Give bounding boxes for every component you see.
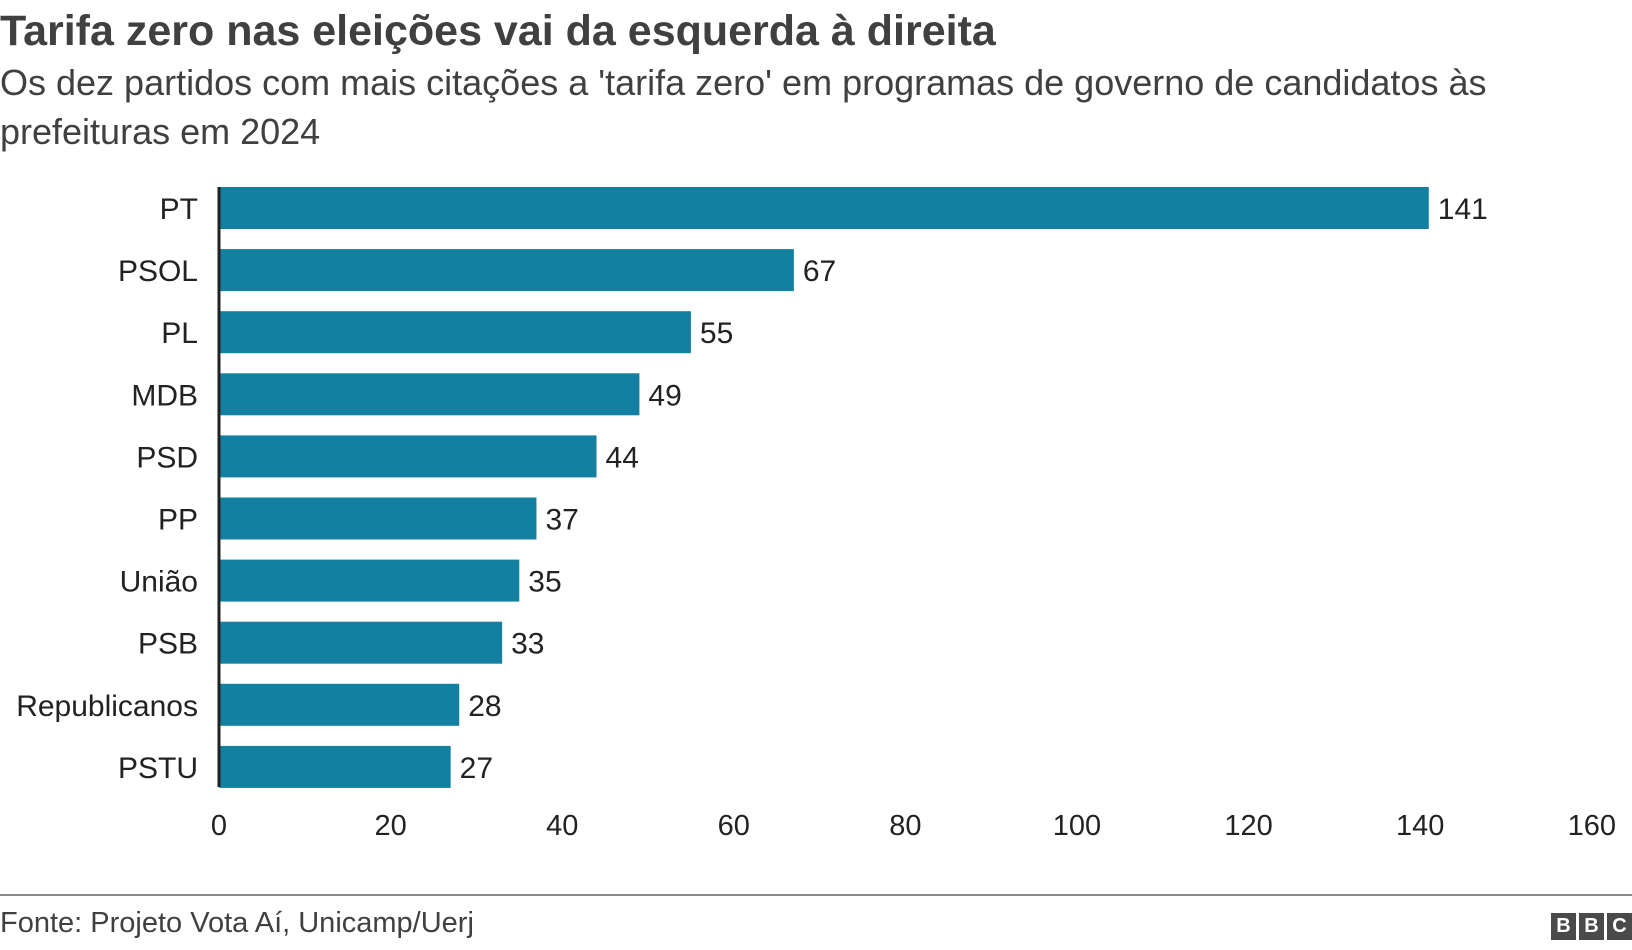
- value-label-pt: 141: [1438, 193, 1488, 226]
- bar-republicanos: [219, 683, 460, 726]
- value-label-mdb: 49: [648, 379, 681, 412]
- x-tick-label-20: 20: [374, 810, 406, 842]
- chart-title: Tarifa zero nas eleições vai da esquerda…: [0, 7, 996, 55]
- bar-psol: [219, 249, 794, 292]
- category-label-psd: PSD: [136, 441, 198, 474]
- x-tick-label-160: 160: [1568, 810, 1616, 842]
- category-label-psb: PSB: [138, 628, 198, 661]
- category-label-uniao: União: [120, 566, 198, 599]
- logo-letter-b2: B: [1579, 913, 1604, 940]
- bar-pt: [219, 187, 1429, 229]
- category-label-pt: PT: [160, 193, 198, 226]
- category-label-pstu: PSTU: [118, 752, 198, 785]
- value-label-psb: 33: [511, 628, 544, 661]
- value-label-pl: 55: [700, 317, 733, 350]
- value-label-pstu: 27: [460, 752, 493, 785]
- bar-chart: PT 141 PSOL 67 PL 55 MDB 49 PSD 44 PP 37 União 35 PSB 3…: [16, 187, 1616, 842]
- chart-subtitle: Os dez partidos com mais citações a 'tar…: [0, 62, 1487, 152]
- bar-mdb: [219, 373, 640, 416]
- bar-pl: [219, 311, 691, 354]
- logo-letter-b1: B: [1551, 913, 1576, 940]
- logo-letter-c: C: [1607, 913, 1632, 940]
- x-tick-label-140: 140: [1396, 810, 1444, 842]
- footer-divider: [0, 894, 1632, 896]
- x-tick-label-120: 120: [1224, 810, 1272, 842]
- value-label-uniao: 35: [528, 566, 561, 599]
- bar-pstu: [219, 745, 451, 788]
- category-label-pl: PL: [161, 317, 198, 350]
- bbc-logo: B B C: [1551, 913, 1632, 940]
- source-note: Fonte: Projeto Vota Aí, Unicamp/Uerj: [0, 907, 474, 939]
- value-label-psol: 67: [803, 255, 836, 288]
- value-label-psd: 44: [606, 441, 639, 474]
- x-tick-label-80: 80: [889, 810, 921, 842]
- bar-uniao: [219, 559, 520, 602]
- x-tick-label-60: 60: [718, 810, 750, 842]
- value-label-republicanos: 28: [468, 690, 501, 723]
- value-label-pp: 37: [545, 504, 578, 537]
- bar-psb: [219, 621, 503, 664]
- bar-psd: [219, 435, 597, 478]
- category-label-republicanos: Republicanos: [16, 690, 198, 723]
- category-label-psol: PSOL: [118, 255, 198, 288]
- x-tick-label-40: 40: [546, 810, 578, 842]
- x-tick-label-0: 0: [211, 810, 227, 842]
- bar-pp: [219, 497, 537, 540]
- category-label-pp: PP: [158, 504, 198, 537]
- x-tick-label-100: 100: [1053, 810, 1101, 842]
- category-label-mdb: MDB: [131, 379, 198, 412]
